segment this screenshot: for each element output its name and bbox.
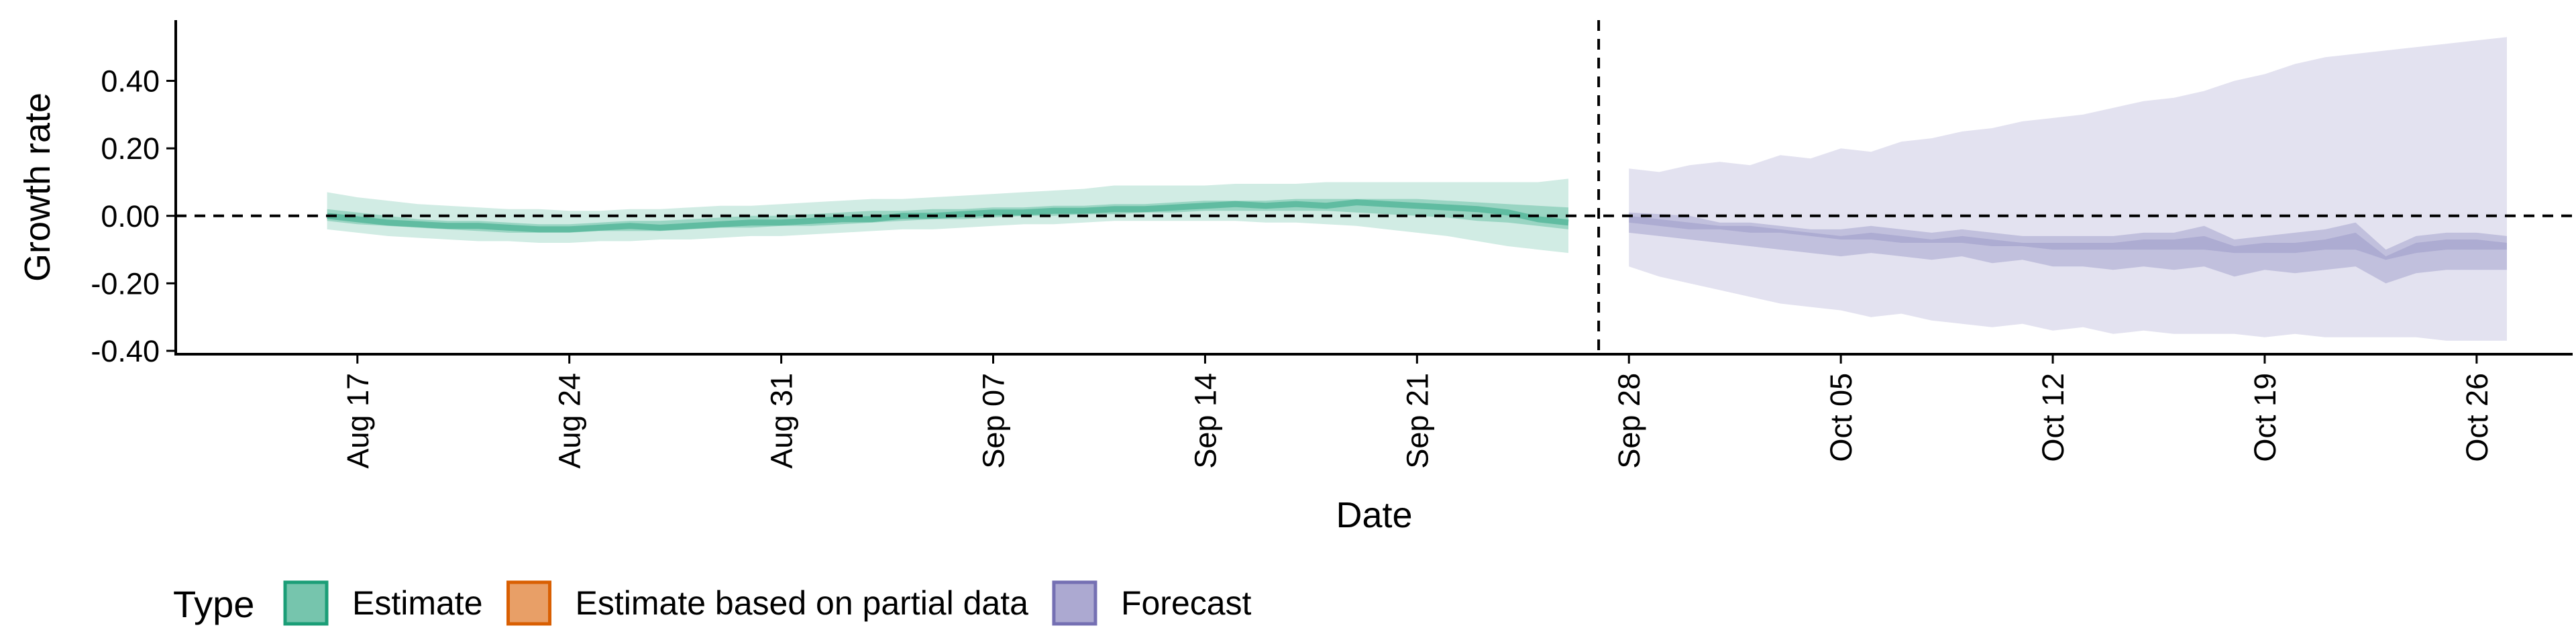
x-tick-label: Aug 24 [553, 373, 587, 469]
x-axis-title: Date [1336, 495, 1412, 535]
x-tick-label: Aug 17 [341, 373, 375, 469]
y-tick-label: -0.20 [91, 266, 160, 301]
x-tick-label: Oct 12 [2036, 373, 2070, 462]
legend: Type Estimate Estimate based on partial da… [173, 580, 1252, 626]
x-tick-label: Sep 21 [1400, 373, 1434, 469]
forecast-band-inner [1629, 215, 2507, 260]
plot-area [176, 20, 2573, 354]
x-tick-label: Aug 31 [765, 373, 799, 469]
x-tick-label: Sep 28 [1612, 373, 1646, 469]
x-tick-label: Oct 19 [2248, 373, 2282, 462]
y-axis-title: Growth rate [17, 93, 58, 282]
y-tick-label: -0.40 [91, 334, 160, 368]
legend-swatch-estimate-based-on-partial-data [506, 580, 552, 626]
x-tick-label: Oct 26 [2460, 373, 2494, 462]
legend-swatch-forecast [1052, 580, 1097, 626]
y-tick-label: 0.40 [101, 64, 160, 99]
legend-label-estimate: Estimate [352, 584, 483, 622]
axes: -0.40 -0.20 0.00 0.20 0.40 Aug 17 Aug 24 Aug 31… [17, 20, 2573, 535]
x-tick-label: Sep 14 [1188, 373, 1222, 469]
legend-swatch-estimate [283, 580, 329, 626]
legend-label-estimate-based-on-partial-data: Estimate based on partial data [576, 584, 1029, 622]
x-tick-label: Oct 05 [1824, 373, 1858, 462]
y-tick-label: 0.00 [101, 199, 160, 233]
forecast-band-50 [1629, 212, 2507, 284]
forecast-band-90 [1629, 37, 2507, 341]
legend-label-forecast: Forecast [1121, 584, 1252, 622]
legend-title: Type [173, 583, 254, 625]
x-tick-label: Sep 07 [977, 373, 1011, 469]
y-tick-label: 0.20 [101, 131, 160, 166]
